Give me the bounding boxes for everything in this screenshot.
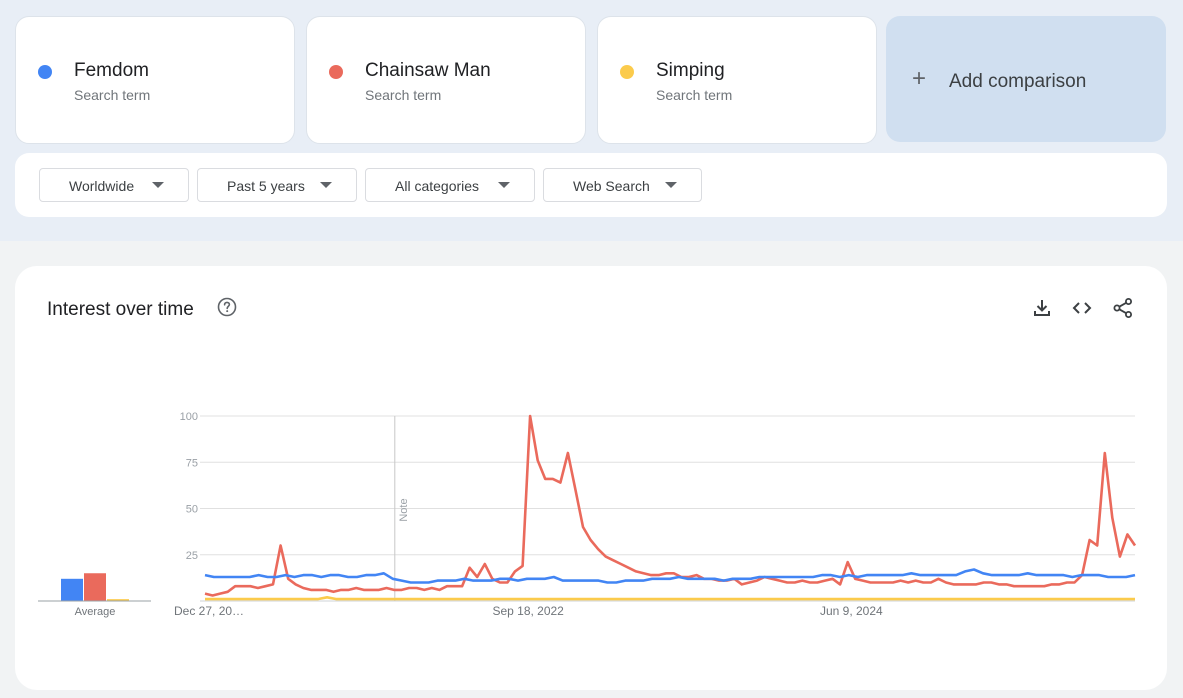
femdom-color-dot	[38, 65, 52, 79]
term-card-chainsaw-man[interactable]: Chainsaw Man Search term	[306, 16, 586, 144]
chainsaw-man-color-dot	[329, 65, 343, 79]
section-title: Interest over time	[47, 299, 194, 320]
filter-bar: Worldwide Past 5 years All categories We…	[15, 153, 1167, 217]
term-type-label: Search term	[365, 87, 442, 103]
term-type-label: Search term	[656, 87, 733, 103]
search-type-label: Web Search	[573, 178, 650, 194]
term-name: Simping	[656, 60, 725, 81]
term-card-simping[interactable]: Simping Search term	[597, 16, 877, 144]
term-card-femdom[interactable]: Femdom Search term	[15, 16, 295, 144]
help-circle-icon[interactable]	[217, 297, 237, 317]
term-name: Chainsaw Man	[365, 60, 491, 81]
interest-over-time-card: Interest over time	[15, 266, 1167, 690]
search-type-dropdown[interactable]: Web Search	[543, 168, 702, 202]
plus-icon: +	[912, 65, 927, 92]
add-comparison-label: Add comparison	[949, 71, 1087, 92]
caret-down-icon	[152, 182, 164, 188]
embed-code-icon[interactable]	[1071, 297, 1093, 319]
time-range-dropdown[interactable]: Past 5 years	[197, 168, 357, 202]
category-label: All categories	[395, 178, 480, 194]
time-range-label: Past 5 years	[227, 178, 305, 194]
share-icon[interactable]	[1112, 297, 1134, 319]
region-dropdown[interactable]: Worldwide	[39, 168, 189, 202]
download-icon[interactable]	[1031, 297, 1053, 319]
caret-down-icon	[665, 182, 677, 188]
caret-down-icon	[320, 182, 332, 188]
caret-down-icon	[498, 182, 510, 188]
add-comparison-button[interactable]: + Add comparison	[886, 16, 1166, 142]
term-name: Femdom	[74, 60, 149, 81]
simping-color-dot	[620, 65, 634, 79]
region-label: Worldwide	[69, 178, 135, 194]
category-dropdown[interactable]: All categories	[365, 168, 535, 202]
term-type-label: Search term	[74, 87, 151, 103]
